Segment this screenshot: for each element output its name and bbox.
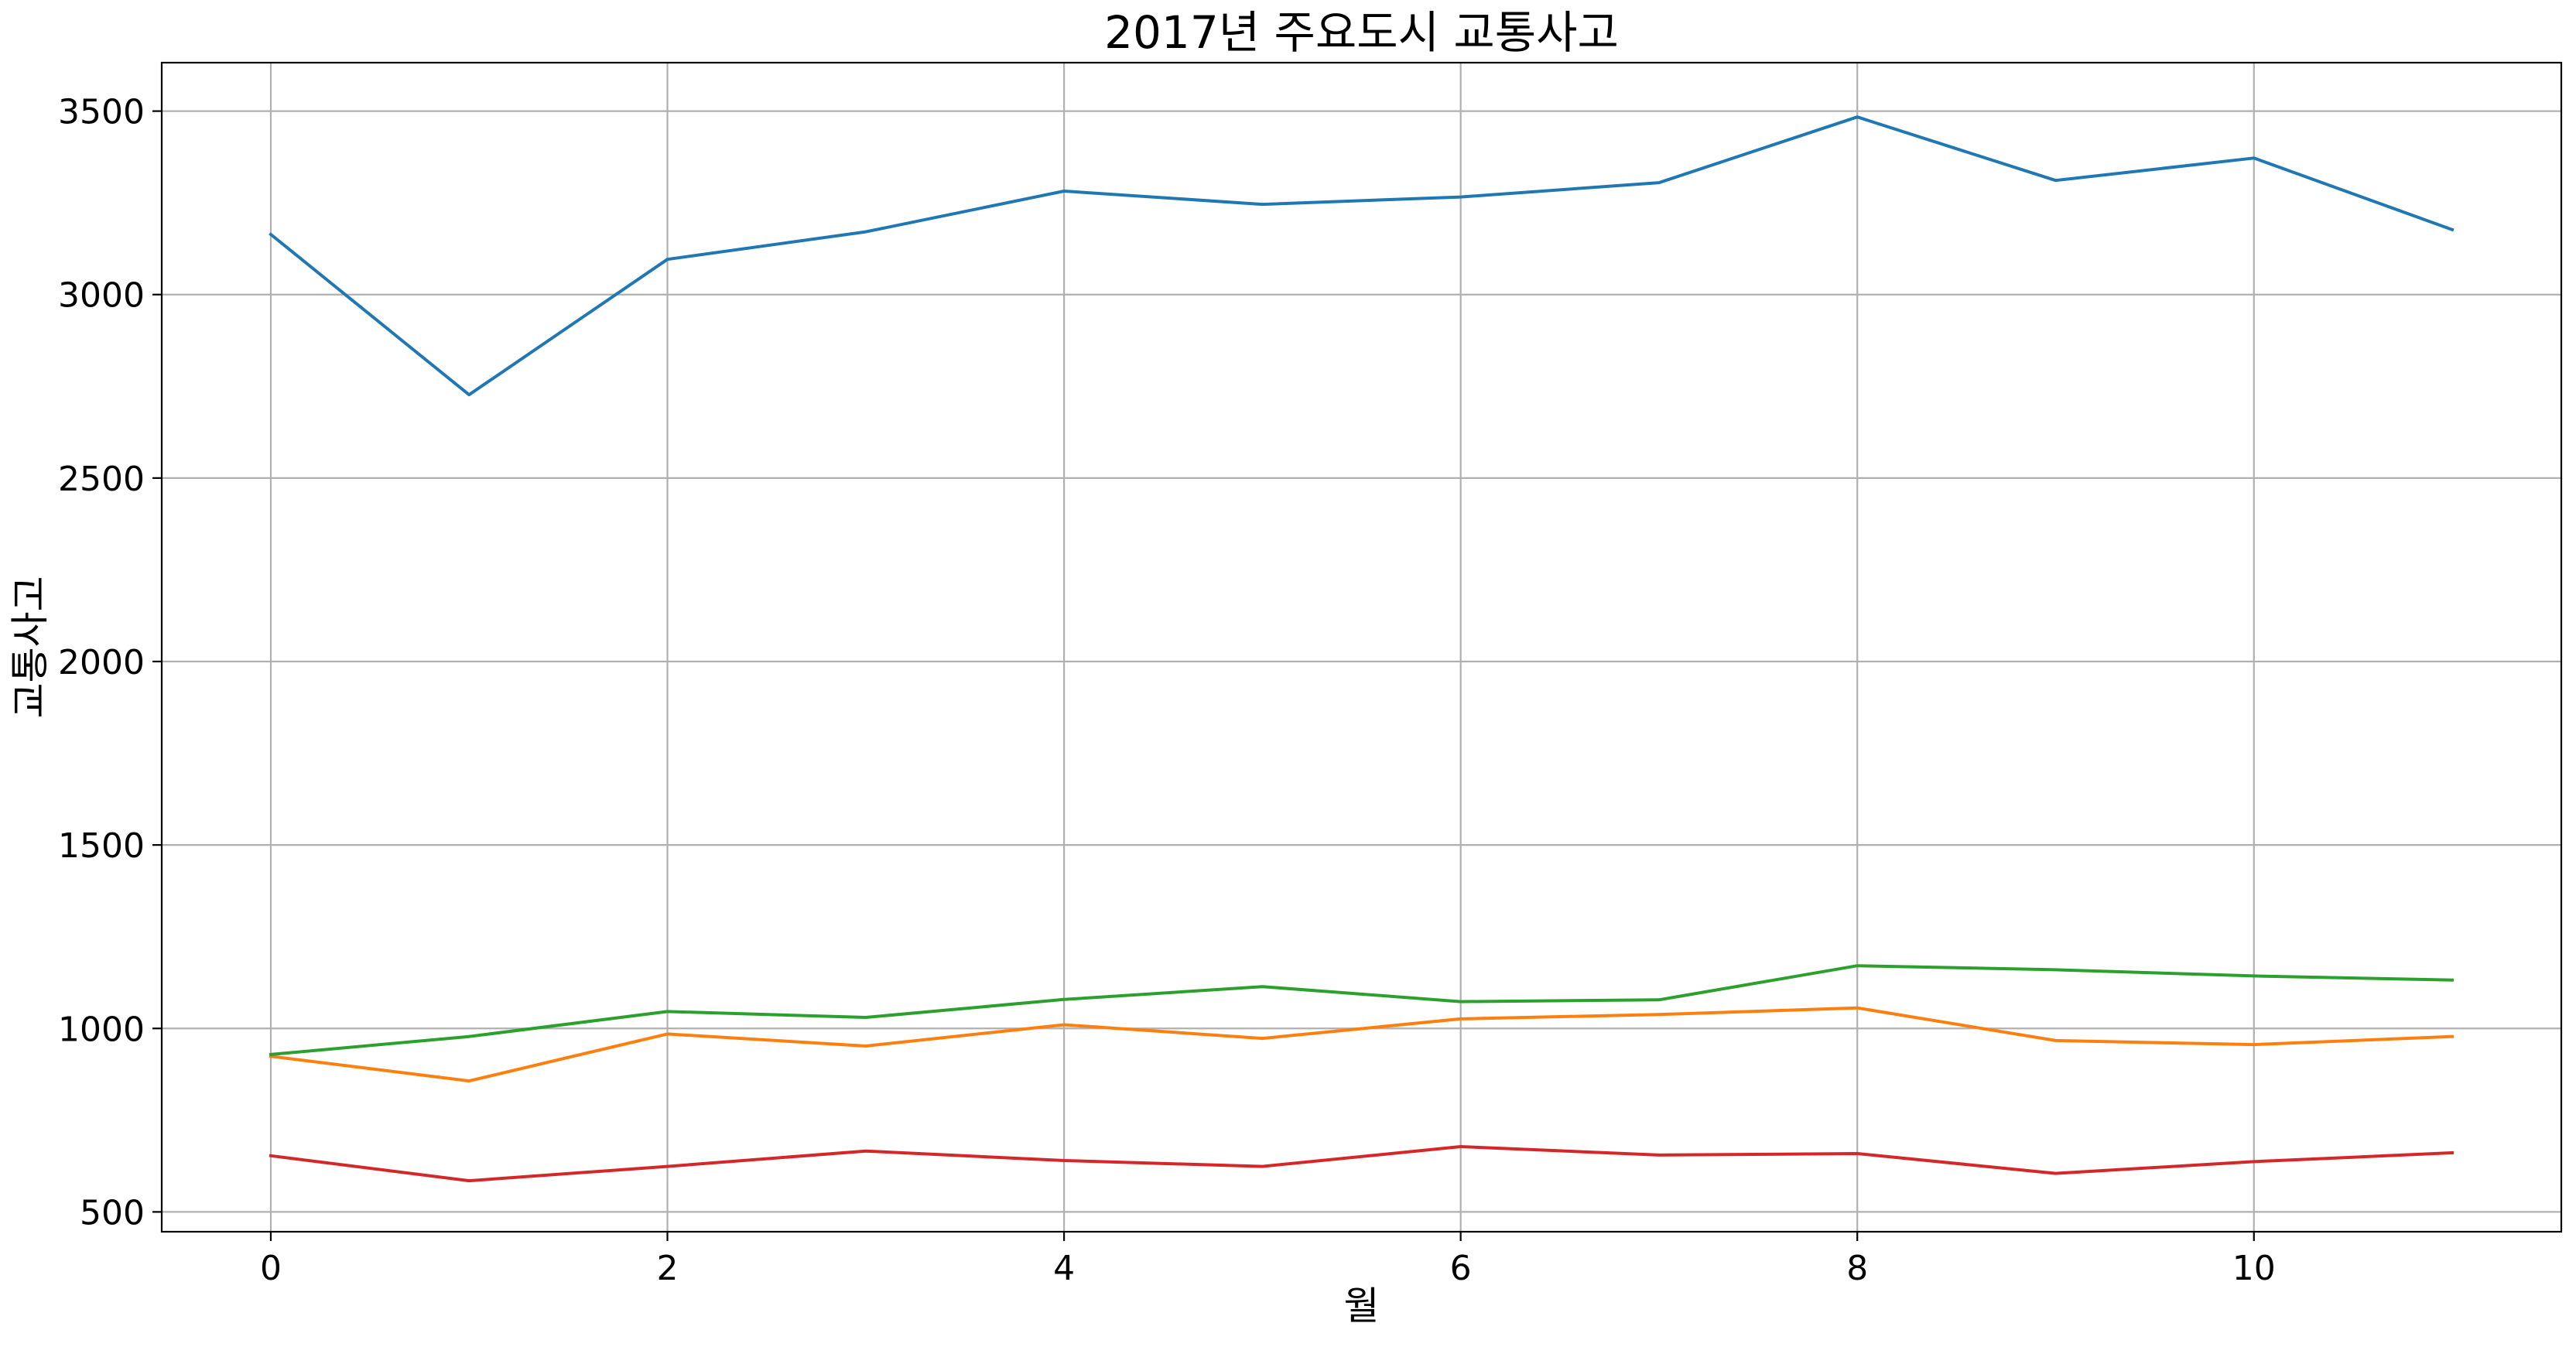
y-tick-label: 1500 xyxy=(58,826,145,866)
y-axis-label: 교통사고 xyxy=(8,576,53,719)
series-line-2 xyxy=(269,1006,2455,1083)
y-tick-label: 1000 xyxy=(58,1010,145,1049)
y-tick-label: 2500 xyxy=(58,460,145,499)
x-tick-label: 2 xyxy=(657,1249,679,1288)
x-axis-label: 월 xyxy=(1344,1284,1380,1328)
series-layer xyxy=(269,115,2455,1183)
plot-frame xyxy=(160,61,2563,1233)
y-tick-label: 500 xyxy=(80,1193,145,1232)
y-tick-label: 2000 xyxy=(58,643,145,682)
x-tick-label: 6 xyxy=(1450,1249,1472,1288)
y-tick-label: 3000 xyxy=(58,276,145,316)
series-line-4 xyxy=(269,1145,2455,1183)
ticks: 0 2 4 6 8 10 500 1000 1500 2000 2500 3000 3500 xyxy=(58,93,2276,1288)
x-tick-label: 0 xyxy=(260,1249,282,1288)
grid xyxy=(162,63,2561,1232)
series-line-1 xyxy=(269,115,2455,397)
series-line-3 xyxy=(269,964,2455,1057)
x-tick-label: 4 xyxy=(1053,1249,1075,1288)
x-tick-label: 10 xyxy=(2232,1249,2276,1288)
chart-title: 2017년 주요도시 교통사고 xyxy=(1104,6,1619,59)
x-tick-label: 8 xyxy=(1846,1249,1868,1288)
y-tick-label: 3500 xyxy=(58,93,145,132)
